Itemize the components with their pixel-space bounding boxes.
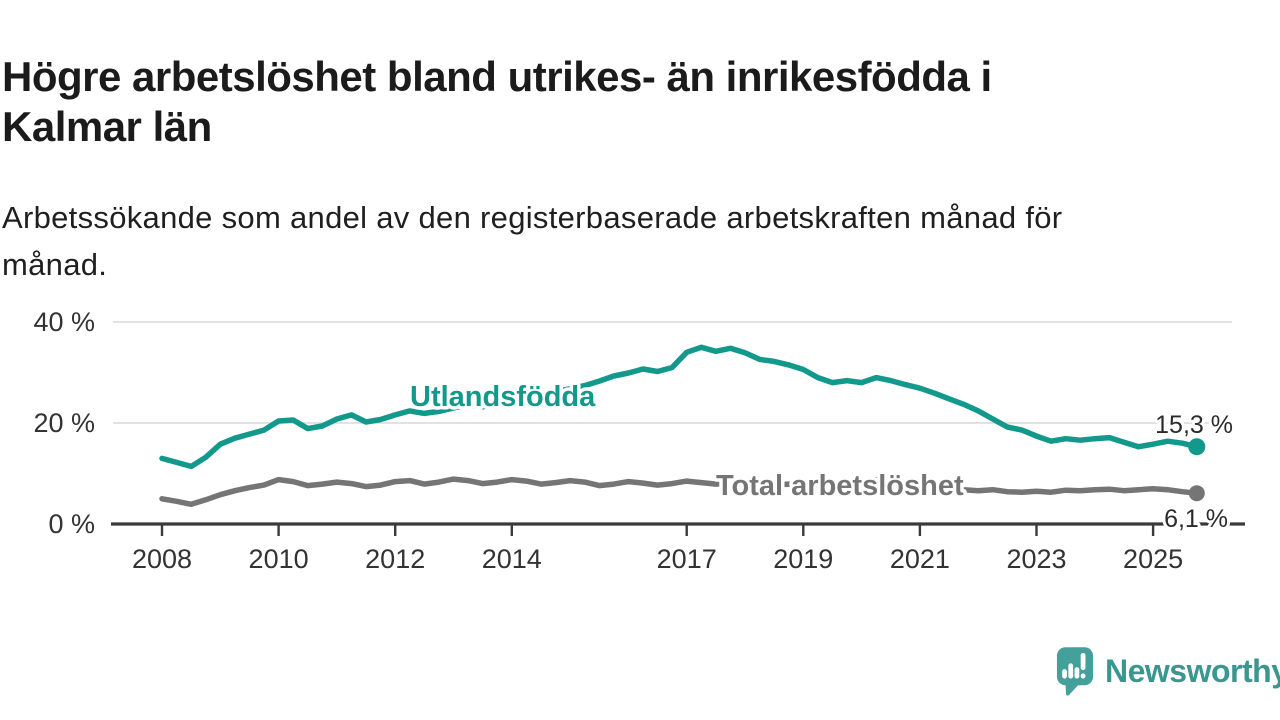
x-tick-label: 2012: [365, 544, 425, 574]
series-end-dot-1: [1188, 485, 1205, 502]
title-line-2: Kalmar län: [2, 103, 212, 151]
series-label-total-arbetsloshet: Total arbetslöshet: [716, 470, 964, 502]
page-subtitle: Arbetssökande som andel av den registerb…: [2, 194, 1222, 288]
x-tick-label: 2010: [249, 544, 309, 574]
x-tick-label: 2008: [132, 544, 192, 574]
page-title: Högre arbetslöshet bland utrikes- än inr…: [2, 52, 1222, 152]
y-tick-label: 0 %: [48, 509, 95, 539]
x-tick-label: 2017: [657, 544, 717, 574]
y-tick-label: 20 %: [33, 408, 95, 438]
series-line-0: [159, 344, 1200, 470]
series-end-dot-0: [1188, 438, 1206, 456]
series-label-utlandsfodda: Utlandsfödda: [410, 381, 596, 413]
x-tick-label: 2019: [773, 544, 833, 574]
series-line-1: [159, 476, 1200, 508]
chart-speech-bubble-icon: [1056, 647, 1094, 696]
subtitle-line-1: Arbetssökande som andel av den registerb…: [2, 200, 1063, 235]
end-value-label-total: 6,1 %: [1164, 505, 1228, 533]
title-line-1: Högre arbetslöshet bland utrikes- än inr…: [2, 53, 992, 101]
y-tick-label: 40 %: [33, 307, 95, 337]
chart-annotations: Utlandsfödda Total arbetslöshet 15,3 % 6…: [407, 378, 1237, 537]
newsworthy-brand-text: Newsworthy: [1105, 653, 1280, 689]
x-tick-label: 2021: [890, 544, 950, 574]
end-value-label-utlandsfodda: 15,3 %: [1155, 411, 1233, 439]
unemployment-line-chart: 0 % 20 % 40 % 2008 2010 2012 2014 2017 2019 2021 2…: [33, 307, 1245, 574]
subtitle-line-2: månad.: [2, 247, 108, 282]
x-tick-label: 2014: [482, 544, 542, 574]
x-tick-label: 2023: [1006, 544, 1066, 574]
x-tick-label: 2025: [1123, 544, 1183, 574]
newsworthy-logo: Newsworthy: [1056, 646, 1280, 697]
